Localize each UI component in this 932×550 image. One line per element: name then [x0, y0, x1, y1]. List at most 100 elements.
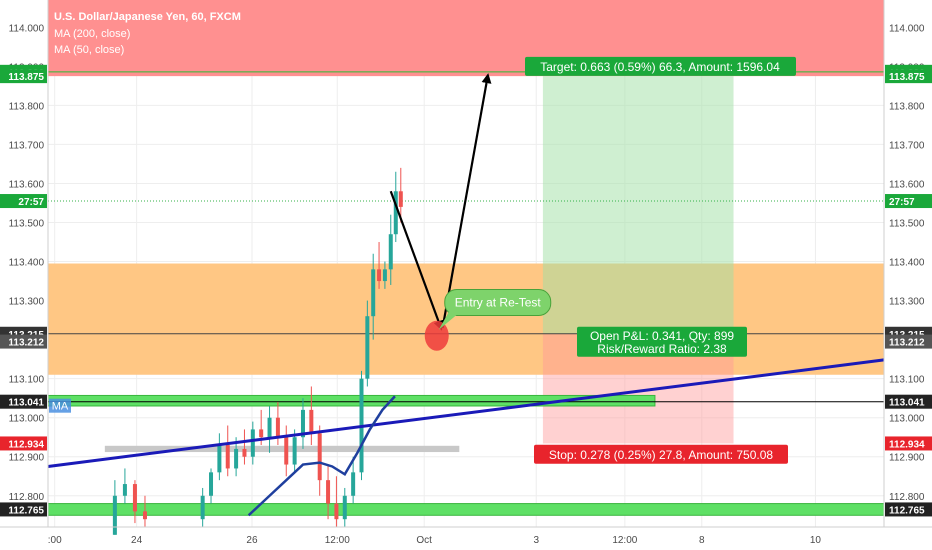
ma-tag-label: MA [52, 401, 69, 413]
price-tag-left-label: 112.765 [8, 505, 44, 516]
candle[interactable] [326, 464, 331, 520]
candle-body [209, 472, 214, 496]
candle-body [326, 480, 331, 504]
price-tag-right-label: 113.041 [889, 398, 925, 409]
y-tick-label-right: 112.800 [889, 492, 925, 503]
y-tick-label-left: 113.500 [9, 219, 45, 230]
price-tag-left-label: 113.212 [8, 338, 44, 349]
candle[interactable] [122, 468, 127, 504]
price-tag-right [885, 194, 932, 209]
indicator-label: MA (200, close) [54, 28, 130, 40]
price-tag-right-label: 27:57 [889, 197, 915, 208]
stop-label: Stop: 0.278 (0.25%) 27.8, Amount: 750.08 [549, 448, 773, 462]
price-tag-left-label: 113.041 [8, 398, 44, 409]
pnl-box[interactable] [577, 326, 747, 357]
position-profit-area [542, 76, 734, 334]
y-tick-label-left: 114.000 [9, 23, 45, 34]
candle[interactable] [242, 429, 247, 465]
x-tick-label: 12:00 [612, 535, 637, 546]
drawing-arrow[interactable] [441, 73, 492, 329]
candle[interactable] [309, 386, 314, 446]
x-tick-label: 24 [131, 535, 143, 546]
candle[interactable] [351, 456, 356, 504]
support-zone [48, 263, 884, 375]
candle[interactable] [365, 300, 370, 387]
candle[interactable] [142, 495, 147, 527]
x-tick-label: :00 [48, 535, 62, 546]
candle-body [259, 429, 264, 438]
entry-callout-pointer [438, 308, 461, 330]
candle-body [300, 409, 305, 438]
price-tag-right [885, 69, 932, 84]
price-tag-left [0, 334, 47, 349]
price-tag-left-label: 112.934 [8, 439, 44, 450]
candle[interactable] [225, 425, 230, 477]
candle[interactable] [382, 261, 387, 289]
candle-body [122, 484, 127, 496]
candle-body [217, 445, 222, 473]
x-tick-label: 26 [246, 535, 258, 546]
candle-body [351, 472, 356, 496]
candle[interactable] [132, 480, 137, 524]
y-tick-label-left: 113.400 [9, 258, 45, 269]
y-tick-label-right: 112.900 [889, 453, 925, 464]
price-tag-right-label: 112.765 [889, 505, 925, 516]
candle[interactable] [267, 405, 272, 453]
candle-body [284, 437, 289, 465]
candle[interactable] [300, 398, 305, 449]
candle[interactable] [398, 167, 403, 223]
y-tick-label-right: 113.000 [889, 414, 925, 425]
y-tick-label-left: 112.800 [9, 492, 45, 503]
candle-body [398, 191, 403, 207]
price-tag-right [885, 394, 932, 409]
ma50-line [247, 395, 396, 517]
bottom-band [47, 503, 885, 516]
candle-body [225, 445, 230, 469]
indicator-label: MA (50, close) [54, 44, 124, 56]
y-tick-label-left: 113.100 [9, 375, 45, 386]
candle[interactable] [200, 487, 205, 527]
y-tick-label-left: 113.700 [9, 140, 45, 151]
candle[interactable] [317, 425, 322, 496]
x-tick-label: Oct [416, 535, 432, 546]
trendline[interactable] [47, 358, 885, 468]
price-tag-left [0, 69, 47, 84]
ma-tag[interactable] [49, 398, 71, 413]
candle[interactable] [217, 433, 222, 481]
candle-body [393, 191, 398, 235]
candle-body [250, 429, 255, 457]
candle-body [388, 234, 393, 270]
y-tick-label-left: 113.600 [9, 179, 45, 190]
pnl-label: Open P&L: 0.341, Qty: 899 [590, 329, 734, 343]
target-box[interactable] [525, 56, 796, 76]
candle[interactable] [334, 476, 339, 527]
candle[interactable] [284, 425, 289, 477]
candle[interactable] [112, 480, 117, 535]
candle[interactable] [342, 487, 347, 527]
y-tick-label-right: 113.500 [889, 219, 925, 230]
entry-marker[interactable] [424, 320, 449, 351]
candle[interactable] [371, 253, 376, 340]
price-tag-left [0, 194, 47, 209]
entry-label: Entry at Re-Test [455, 296, 542, 310]
y-tick-label-right: 113.700 [889, 140, 925, 151]
price-tag-right-label: 112.934 [889, 439, 925, 450]
price-tag-left [0, 436, 47, 451]
x-tick-label: 10 [810, 535, 822, 546]
candle[interactable] [377, 242, 382, 289]
y-tick-label-right: 113.600 [889, 179, 925, 190]
x-tick-label: 12:00 [325, 535, 350, 546]
candle[interactable] [209, 468, 214, 504]
price-tag-left-label: 113.875 [8, 72, 44, 83]
stop-box[interactable] [534, 444, 788, 464]
candle[interactable] [388, 214, 393, 285]
drawing-arrow[interactable] [389, 190, 444, 331]
entry-callout[interactable] [444, 289, 552, 317]
price-tag-right [885, 436, 932, 451]
target-label: Target: 0.663 (0.59%) 66.3, Amount: 1596… [540, 60, 780, 74]
candle[interactable] [250, 421, 255, 465]
candle-body [234, 448, 239, 469]
y-tick-label-left: 113.000 [9, 414, 45, 425]
y-tick-label-right: 114.000 [889, 23, 925, 34]
